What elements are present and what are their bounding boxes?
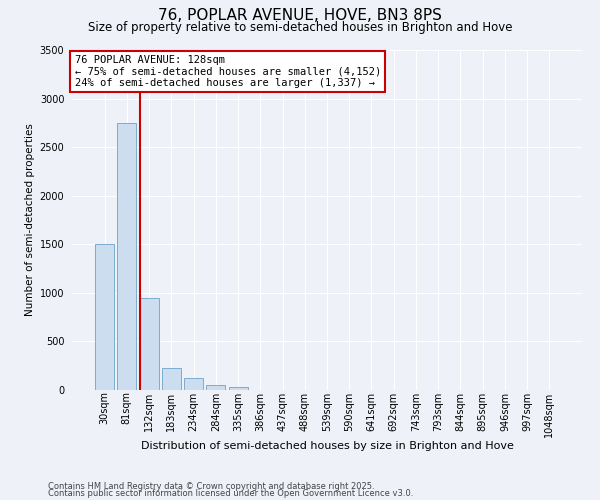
X-axis label: Distribution of semi-detached houses by size in Brighton and Hove: Distribution of semi-detached houses by … [140,441,514,451]
Bar [118,123,136,390]
Text: 76 POPLAR AVENUE: 128sqm
← 75% of semi-detached houses are smaller (4,152)
24% o: 76 POPLAR AVENUE: 128sqm ← 75% of semi-d… [74,55,381,88]
Text: Contains public sector information licensed under the Open Government Licence v3: Contains public sector information licen… [48,490,413,498]
Text: Size of property relative to semi-detached houses in Brighton and Hove: Size of property relative to semi-detach… [88,21,512,34]
Bar [95,244,114,390]
Bar [184,378,203,390]
Text: 76, POPLAR AVENUE, HOVE, BN3 8PS: 76, POPLAR AVENUE, HOVE, BN3 8PS [158,8,442,22]
Bar [162,368,181,390]
Bar [206,385,225,390]
Bar [229,387,248,390]
Y-axis label: Number of semi-detached properties: Number of semi-detached properties [25,124,35,316]
Bar [140,298,158,390]
Text: Contains HM Land Registry data © Crown copyright and database right 2025.: Contains HM Land Registry data © Crown c… [48,482,374,491]
